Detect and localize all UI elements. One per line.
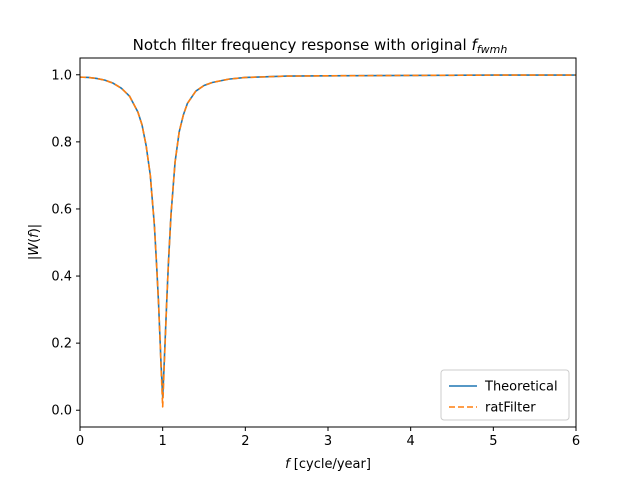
series-layer [80, 74, 576, 408]
x-tick-label: 6 [572, 434, 580, 449]
legend-label: ratFilter [485, 401, 536, 416]
y-tick-label: 0.6 [51, 202, 72, 217]
legend: Theoretical ratFilter [440, 369, 570, 421]
x-tick-label: 5 [489, 434, 497, 449]
x-tick-label: 3 [324, 434, 332, 449]
y-tick-label: 0.0 [51, 404, 72, 419]
y-tick-label: 0.8 [51, 135, 72, 150]
x-axis-label: f [cycle/year] [285, 457, 371, 472]
series-line-ratfilter [80, 74, 576, 408]
y-tick-label: 0.4 [51, 270, 72, 285]
x-tick-label: 1 [159, 434, 167, 449]
y-axis-label: |W(f)| [27, 224, 42, 260]
axes-layer: 0 1 2 3 4 5 6 0.0 0.2 0.4 0.6 0.8 1.0 [51, 57, 580, 449]
chart-title: Notch filter frequency response with ori… [133, 36, 508, 56]
x-tick-label: 0 [76, 434, 84, 449]
y-tick-label: 0.2 [51, 337, 72, 352]
legend-label: Theoretical [484, 380, 558, 395]
x-tick-label: 2 [241, 434, 249, 449]
x-tick-label: 4 [407, 434, 415, 449]
y-tick-label: 1.0 [51, 68, 72, 83]
